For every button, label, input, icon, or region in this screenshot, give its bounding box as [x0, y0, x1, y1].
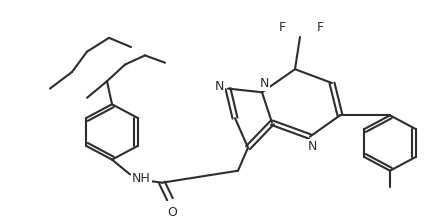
Text: N: N: [259, 77, 269, 90]
Text: N: N: [308, 140, 316, 153]
Text: O: O: [167, 206, 177, 218]
Text: F: F: [316, 21, 324, 34]
Text: N: N: [215, 80, 224, 93]
Text: F: F: [278, 21, 286, 34]
Text: NH: NH: [132, 172, 151, 185]
